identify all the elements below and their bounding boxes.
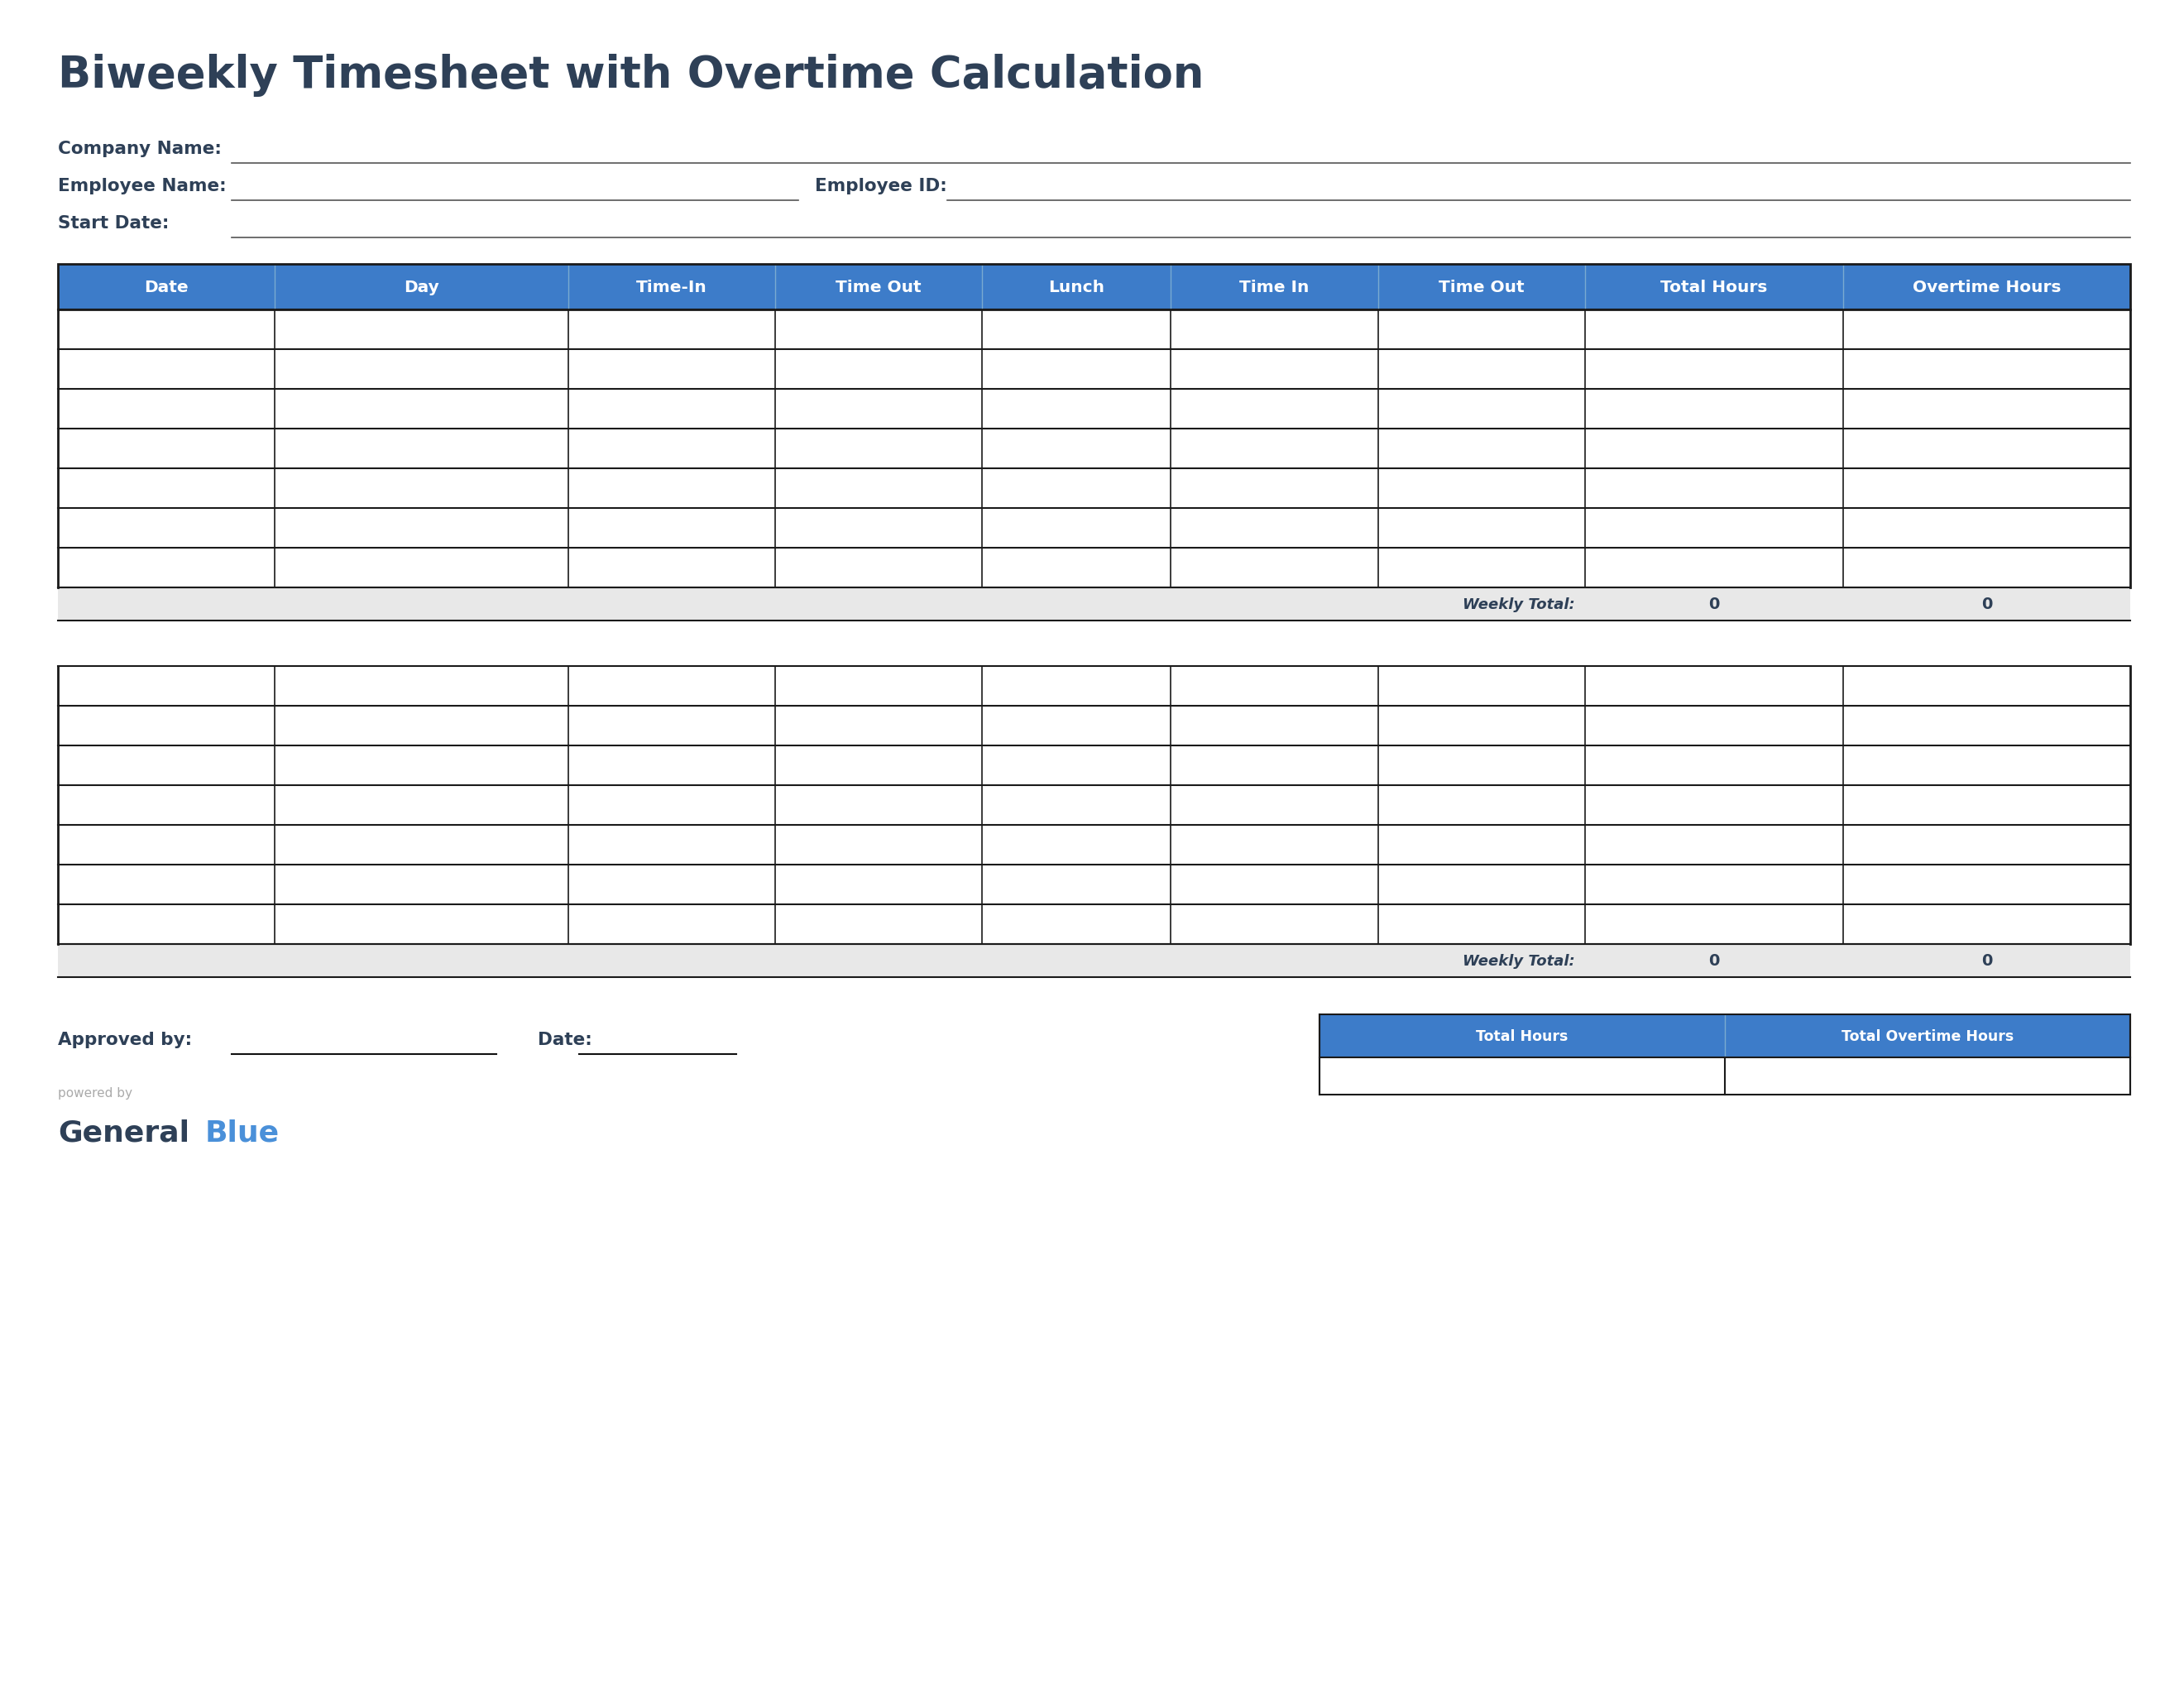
- Text: 0: 0: [1708, 953, 1719, 968]
- Text: Time-In: Time-In: [636, 280, 708, 295]
- Bar: [1319, 1058, 2129, 1095]
- Text: 0: 0: [1981, 953, 1992, 968]
- Text: Total Hours: Total Hours: [1660, 280, 1767, 295]
- Text: 0: 0: [1708, 597, 1719, 612]
- Text: Start Date:: Start Date:: [59, 214, 168, 231]
- Text: Approved by:: Approved by:: [59, 1031, 192, 1048]
- Bar: [1319, 1014, 2129, 1095]
- Bar: [59, 666, 2129, 945]
- Bar: [1319, 1014, 2129, 1058]
- Text: Company Name:: Company Name:: [59, 140, 221, 157]
- Text: Blue: Blue: [205, 1118, 280, 1147]
- Text: Weekly Total:: Weekly Total:: [1463, 597, 1575, 612]
- Bar: [59, 265, 2129, 310]
- Text: Lunch: Lunch: [1048, 280, 1105, 295]
- Text: Day: Day: [404, 280, 439, 295]
- Bar: [59, 589, 2129, 621]
- Text: General: General: [59, 1118, 190, 1147]
- Text: Date:: Date:: [537, 1031, 592, 1048]
- Text: Employee Name:: Employee Name:: [59, 177, 227, 194]
- Text: 0: 0: [1981, 597, 1992, 612]
- Text: Time In: Time In: [1241, 280, 1310, 295]
- Bar: [59, 265, 2129, 310]
- Text: Time Out: Time Out: [1439, 280, 1524, 295]
- Text: Weekly Total:: Weekly Total:: [1463, 953, 1575, 968]
- Text: Date: Date: [144, 280, 188, 295]
- Text: Time Out: Time Out: [836, 280, 922, 295]
- Text: Total Hours: Total Hours: [1476, 1029, 1568, 1044]
- Text: Overtime Hours: Overtime Hours: [1913, 280, 2062, 295]
- Bar: [59, 945, 2129, 977]
- Text: Total Overtime Hours: Total Overtime Hours: [1841, 1029, 2014, 1044]
- Text: powered by: powered by: [59, 1086, 133, 1100]
- Bar: [59, 310, 2129, 589]
- Text: Employee ID:: Employee ID:: [815, 177, 948, 194]
- Text: Biweekly Timesheet with Overtime Calculation: Biweekly Timesheet with Overtime Calcula…: [59, 54, 1203, 96]
